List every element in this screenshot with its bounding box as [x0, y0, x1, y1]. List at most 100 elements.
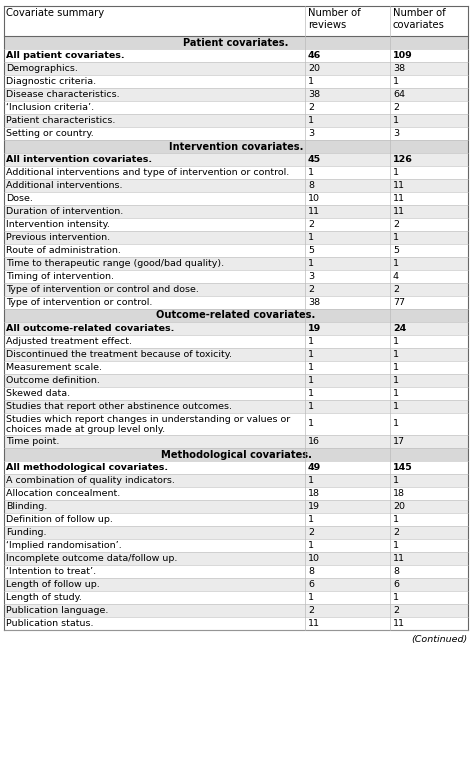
Text: 2: 2 [308, 606, 314, 615]
Bar [4, 88, 468, 101]
Text: 1: 1 [393, 168, 399, 177]
Text: 4: 4 [393, 272, 399, 281]
Text: Covariate summary: Covariate summary [6, 8, 104, 18]
Bar [4, 565, 468, 578]
Text: 1: 1 [393, 420, 399, 429]
Text: 1: 1 [393, 363, 399, 372]
Text: 1: 1 [393, 402, 399, 411]
Text: 20: 20 [308, 64, 320, 73]
Text: 17: 17 [393, 437, 405, 446]
Bar [4, 49, 468, 62]
Text: 24: 24 [393, 324, 406, 333]
Bar [4, 435, 468, 448]
Text: 1: 1 [308, 363, 314, 372]
Text: 1: 1 [308, 77, 314, 86]
Text: Publication status.: Publication status. [6, 619, 93, 628]
Text: 1: 1 [308, 259, 314, 268]
Text: 10: 10 [308, 554, 320, 563]
Bar [4, 374, 468, 387]
Text: 11: 11 [308, 207, 320, 216]
Bar [4, 309, 468, 322]
Text: 3: 3 [308, 272, 314, 281]
Text: Discontinued the treatment because of toxicity.: Discontinued the treatment because of to… [6, 350, 232, 359]
Text: 38: 38 [393, 64, 405, 73]
Bar [4, 231, 468, 244]
Text: 18: 18 [308, 489, 320, 498]
Text: Previous intervention.: Previous intervention. [6, 233, 110, 242]
Text: Publication language.: Publication language. [6, 606, 109, 615]
Text: Demographics.: Demographics. [6, 64, 78, 73]
Bar [4, 578, 468, 591]
Bar [4, 387, 468, 400]
Text: Type of intervention or control and dose.: Type of intervention or control and dose… [6, 285, 199, 294]
Text: 19: 19 [308, 324, 321, 333]
Text: 1: 1 [308, 593, 314, 602]
Bar [4, 257, 468, 270]
Text: 49: 49 [308, 463, 321, 472]
Text: 2: 2 [393, 103, 399, 112]
Text: 20: 20 [393, 502, 405, 511]
Bar [4, 101, 468, 114]
Text: ‘Inclusion criteria’.: ‘Inclusion criteria’. [6, 103, 94, 112]
Bar [4, 413, 468, 435]
Text: 11: 11 [308, 619, 320, 628]
Text: 1: 1 [308, 402, 314, 411]
Text: 109: 109 [393, 51, 413, 60]
Text: 3: 3 [393, 129, 399, 138]
Text: 145: 145 [393, 463, 413, 472]
Text: ‘Intention to treat’.: ‘Intention to treat’. [6, 567, 96, 576]
Text: 1: 1 [393, 593, 399, 602]
Bar [4, 36, 468, 49]
Text: Time to therapeutic range (good/bad quality).: Time to therapeutic range (good/bad qual… [6, 259, 224, 268]
Text: 38: 38 [308, 90, 320, 99]
Text: Measurement scale.: Measurement scale. [6, 363, 102, 372]
Text: 2: 2 [393, 528, 399, 537]
Bar [4, 487, 468, 500]
Bar [4, 335, 468, 348]
Text: 11: 11 [393, 554, 405, 563]
Text: Number of
reviews: Number of reviews [308, 8, 361, 30]
Text: 11: 11 [393, 207, 405, 216]
Text: 1: 1 [308, 376, 314, 385]
Text: 6: 6 [308, 580, 314, 589]
Text: 1: 1 [308, 337, 314, 346]
Text: Funding.: Funding. [6, 528, 46, 537]
Bar [4, 348, 468, 361]
Text: 126: 126 [393, 155, 413, 164]
Text: Patient characteristics.: Patient characteristics. [6, 116, 115, 125]
Text: Studies which report changes in understanding or values or: Studies which report changes in understa… [6, 415, 290, 424]
Text: Studies that report other abstinence outcomes.: Studies that report other abstinence out… [6, 402, 232, 411]
Text: Length of study.: Length of study. [6, 593, 82, 602]
Bar [4, 361, 468, 374]
Text: 1: 1 [393, 259, 399, 268]
Text: 1: 1 [308, 168, 314, 177]
Text: Outcome-related covariates.: Outcome-related covariates. [156, 311, 316, 320]
Text: 11: 11 [393, 619, 405, 628]
Text: 3: 3 [308, 129, 314, 138]
Text: 1: 1 [393, 337, 399, 346]
Text: 1: 1 [393, 233, 399, 242]
Bar [4, 322, 468, 335]
Text: 2: 2 [308, 103, 314, 112]
Text: 38: 38 [308, 298, 320, 307]
Text: Time point.: Time point. [6, 437, 59, 446]
Text: Outcome definition.: Outcome definition. [6, 376, 100, 385]
Text: 1: 1 [393, 541, 399, 550]
Text: 2: 2 [308, 220, 314, 229]
Text: 2: 2 [393, 606, 399, 615]
Bar [4, 283, 468, 296]
Bar [4, 166, 468, 179]
Text: 8: 8 [308, 181, 314, 190]
Text: All patient covariates.: All patient covariates. [6, 51, 125, 60]
Bar [4, 75, 468, 88]
Text: 10: 10 [308, 194, 320, 203]
Text: 77: 77 [393, 298, 405, 307]
Bar [4, 591, 468, 604]
Text: 1: 1 [308, 541, 314, 550]
Text: 18: 18 [393, 489, 405, 498]
Text: 1: 1 [308, 350, 314, 359]
Text: 2: 2 [393, 220, 399, 229]
Text: ‘Implied randomisation’.: ‘Implied randomisation’. [6, 541, 122, 550]
Text: 1: 1 [308, 420, 314, 429]
Text: 5: 5 [308, 246, 314, 255]
